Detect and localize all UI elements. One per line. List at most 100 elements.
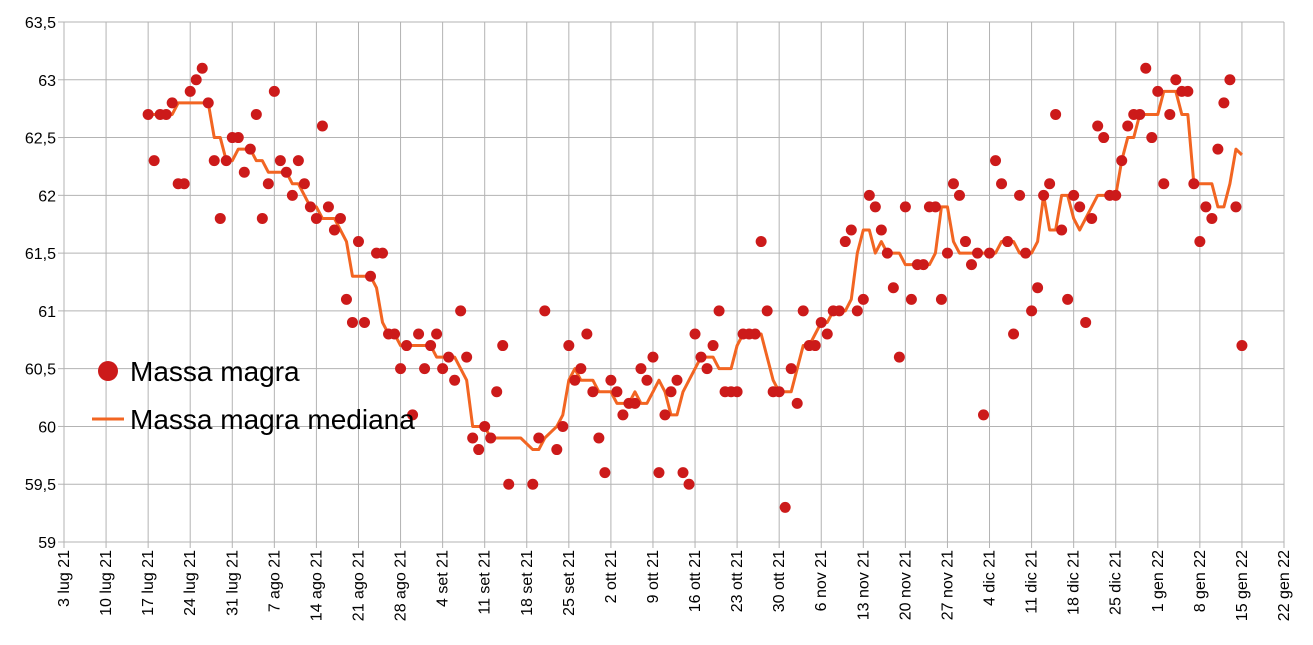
data-point	[1020, 247, 1032, 259]
data-point	[791, 397, 803, 409]
data-point	[377, 247, 389, 259]
data-point	[990, 155, 1002, 167]
data-point	[1170, 74, 1182, 86]
data-point	[485, 432, 497, 444]
data-point	[1200, 201, 1212, 213]
x-axis: 3 lug 21 10 lug 21 17 lug 21 24 lug 21 31 lu…	[56, 542, 1293, 621]
x-tick-label: 30 ott 21	[771, 550, 788, 612]
data-point	[178, 178, 190, 190]
y-tick-label: 62	[38, 188, 56, 205]
data-point	[569, 374, 581, 386]
data-point	[689, 328, 701, 340]
data-point	[280, 166, 292, 178]
x-tick-label: 22 gen 22	[1276, 550, 1293, 621]
data-point	[1008, 328, 1020, 340]
data-point	[731, 386, 743, 398]
data-point	[635, 363, 647, 375]
data-point	[581, 328, 593, 340]
x-tick-label: 1 gen 22	[1150, 550, 1167, 612]
scatter-series	[142, 62, 1248, 513]
data-point	[1158, 178, 1170, 190]
data-point	[401, 340, 413, 352]
x-tick-label: 23 ott 21	[729, 550, 746, 612]
data-point	[677, 467, 689, 479]
data-point	[244, 143, 256, 155]
data-point	[208, 155, 220, 167]
data-point	[184, 85, 196, 97]
data-point	[413, 328, 425, 340]
data-point	[503, 478, 515, 490]
y-tick-label: 60	[38, 419, 56, 436]
data-point	[346, 316, 358, 328]
data-point	[250, 108, 262, 120]
data-point	[142, 108, 154, 120]
data-point	[605, 374, 617, 386]
data-point	[1164, 108, 1176, 120]
data-point	[166, 97, 178, 109]
data-point	[972, 247, 983, 259]
data-point	[1032, 282, 1044, 294]
data-point	[1206, 212, 1218, 224]
data-point	[845, 224, 857, 236]
x-tick-label: 18 set 21	[519, 550, 536, 616]
data-point	[1050, 108, 1062, 120]
y-axis: 59 59,5 60 60,5 61 61,5 62 62,5 63 63,5	[25, 15, 64, 552]
data-point	[292, 155, 304, 167]
data-point	[551, 444, 563, 456]
data-point	[1182, 85, 1194, 97]
data-point	[268, 85, 280, 97]
grid	[63, 21, 1285, 543]
data-point	[797, 305, 809, 317]
data-point	[1224, 74, 1236, 86]
data-point	[1056, 224, 1068, 236]
x-tick-label: 9 ott 21	[645, 550, 662, 603]
x-tick-label: 4 dic 21	[982, 550, 999, 606]
median-line	[148, 89, 1243, 452]
data-point	[539, 305, 551, 317]
y-tick-label: 59,5	[25, 477, 56, 494]
data-point	[947, 178, 959, 190]
x-tick-label: 16 ott 21	[687, 550, 704, 612]
x-tick-label: 8 gen 22	[1192, 550, 1209, 612]
data-point	[1134, 108, 1146, 120]
data-point	[863, 189, 875, 201]
data-point	[887, 282, 899, 294]
data-point	[202, 97, 214, 109]
data-point	[563, 340, 575, 352]
y-tick-label: 61,5	[25, 246, 56, 263]
data-point	[857, 293, 869, 305]
data-point	[671, 374, 683, 386]
data-point	[929, 201, 941, 213]
y-tick-label: 63,5	[25, 15, 56, 32]
data-point	[749, 328, 761, 340]
y-tick-label: 63	[38, 73, 56, 90]
data-point	[641, 374, 653, 386]
data-point	[238, 166, 250, 178]
data-point	[461, 351, 473, 363]
x-tick-label: 11 set 21	[477, 550, 494, 615]
data-point	[707, 340, 719, 352]
data-point	[1026, 305, 1038, 317]
data-point	[340, 293, 352, 305]
data-point	[365, 270, 376, 282]
data-point	[352, 236, 364, 248]
data-point	[869, 201, 881, 213]
data-point	[833, 305, 845, 317]
data-point	[334, 212, 346, 224]
data-point	[557, 420, 569, 432]
data-point	[473, 444, 485, 456]
data-point	[256, 212, 268, 224]
data-point	[1212, 143, 1224, 155]
data-point	[629, 397, 641, 409]
data-point	[575, 363, 587, 375]
data-point	[941, 247, 953, 259]
x-tick-label: 15 gen 22	[1234, 550, 1251, 621]
data-point	[160, 108, 172, 120]
data-point	[527, 478, 539, 490]
y-tick-label: 59	[38, 535, 56, 552]
data-point	[917, 259, 929, 271]
x-tick-label: 27 nov 21	[939, 550, 956, 620]
data-point	[881, 247, 893, 259]
data-point	[148, 155, 160, 167]
